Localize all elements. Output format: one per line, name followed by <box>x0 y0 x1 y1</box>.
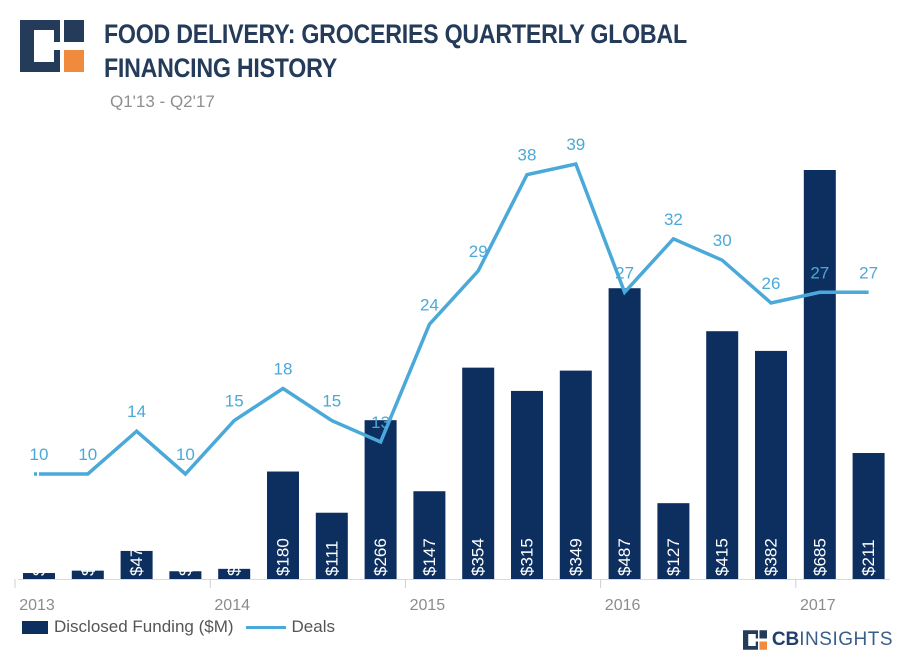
deals-data-label: 27 <box>810 263 829 282</box>
deals-data-label: 15 <box>322 392 341 411</box>
funding-bar <box>413 491 446 579</box>
deals-data-label: 27 <box>615 263 634 282</box>
x-axis: 2013 2014 2015 2016 2017 <box>14 579 890 610</box>
deals-data-label: 39 <box>566 135 585 154</box>
funding-bar <box>657 503 690 579</box>
chart-subtitle: Q1'13 - Q2'17 <box>110 92 215 111</box>
funding-bar-label: $382 <box>762 538 781 576</box>
deals-data-label: 32 <box>664 210 683 229</box>
cb-insights-brand: CB INSIGHTS <box>742 629 893 651</box>
title-line-1: FOOD DELIVERY: GROCERIES QUARTERLY GLOBA… <box>104 19 687 49</box>
funding-bar-label: $415 <box>713 538 732 576</box>
funding-bar <box>364 420 397 579</box>
legend-funding-swatch <box>22 620 48 634</box>
deals-data-label: 30 <box>713 231 732 250</box>
funding-bar-label: $315 <box>518 538 537 576</box>
chart-title: FOOD DELIVERY: GROCERIES QUARTERLY GLOBA… <box>104 17 706 85</box>
funding-bar <box>755 350 787 579</box>
funding-bar-label: $266 <box>371 538 390 576</box>
deals-data-label: 27 <box>859 263 878 282</box>
x-axis-year-label: 2013 <box>19 597 55 610</box>
cb-insights-mini-logo <box>742 630 767 650</box>
funding-bar <box>23 573 55 579</box>
funding-bar <box>511 390 543 579</box>
funding-bar-label: $487 <box>615 538 634 576</box>
funding-bar-label: $354 <box>469 538 488 576</box>
funding-bar-label: $349 <box>566 538 585 576</box>
deals-data-label: 15 <box>225 392 244 411</box>
funding-bar <box>120 550 153 579</box>
funding-bar-label: $47 <box>127 548 146 576</box>
legend: Disclosed Funding ($M) Deals <box>22 617 335 637</box>
x-axis-year-label: 2014 <box>214 597 250 610</box>
funding-bars <box>23 170 885 579</box>
funding-bar <box>706 331 739 579</box>
deals-line <box>39 161 869 477</box>
funding-bar <box>71 570 104 579</box>
funding-bar <box>315 512 348 579</box>
funding-bar <box>852 453 885 579</box>
funding-bar-label: $13 <box>176 548 195 576</box>
funding-bar-label: $685 <box>810 538 829 576</box>
deals-data-label: 29 <box>469 242 488 261</box>
funding-bar <box>462 367 495 579</box>
deals-data-label: 24 <box>420 295 439 314</box>
funding-bar <box>267 471 299 579</box>
deals-data-label: 10 <box>176 445 195 464</box>
cb-insights-logo <box>20 20 84 72</box>
deals-data-label: 13 <box>371 413 390 432</box>
legend-deals-swatch <box>245 625 286 629</box>
funding-bar <box>559 370 592 579</box>
deals-data-label: 18 <box>274 359 293 378</box>
funding-bar-label: $211 <box>859 539 878 576</box>
deals-line-group: 10 10 14 10 15 18 15 13 24 29 38 39 27 32 30 26 27 27 <box>30 135 878 477</box>
funding-bar-label: $111 <box>322 541 341 576</box>
chart-area: $10 $14 $47 $13 $17 $180 $111 $266 $147 $354 $315 $… <box>14 135 890 610</box>
funding-bar <box>218 568 251 579</box>
funding-bar-label: $147 <box>420 538 439 576</box>
funding-bar-label: $180 <box>274 538 293 576</box>
x-axis-year-label: 2016 <box>605 597 641 610</box>
legend-funding-label: Disclosed Funding ($M) <box>54 617 234 636</box>
title-line-2: FINANCING HISTORY <box>104 53 337 83</box>
deals-data-label: 14 <box>127 402 146 421</box>
funding-bar-label: $14 <box>78 548 97 576</box>
funding-bar <box>169 571 202 579</box>
funding-bar <box>803 170 836 579</box>
deals-data-label: 10 <box>30 445 49 464</box>
x-axis-year-label: 2015 <box>410 597 446 610</box>
legend-deals-label: Deals <box>291 617 335 636</box>
funding-bar-label: $17 <box>225 548 244 576</box>
brand-cb-text: CB <box>771 629 800 650</box>
funding-bar-labels: $10 $14 $47 $13 $17 $180 $111 $266 $147 $354 $315 $… <box>30 538 879 576</box>
funding-bar-label: $127 <box>664 538 683 576</box>
funding-bar <box>608 288 641 579</box>
x-axis-year-label: 2017 <box>800 597 836 610</box>
deals-data-label: 38 <box>518 146 537 165</box>
deals-data-label: 10 <box>78 445 97 464</box>
deals-data-label: 26 <box>762 274 781 293</box>
funding-bar-label: $10 <box>30 548 49 576</box>
brand-insights-text: INSIGHTS <box>799 629 893 650</box>
